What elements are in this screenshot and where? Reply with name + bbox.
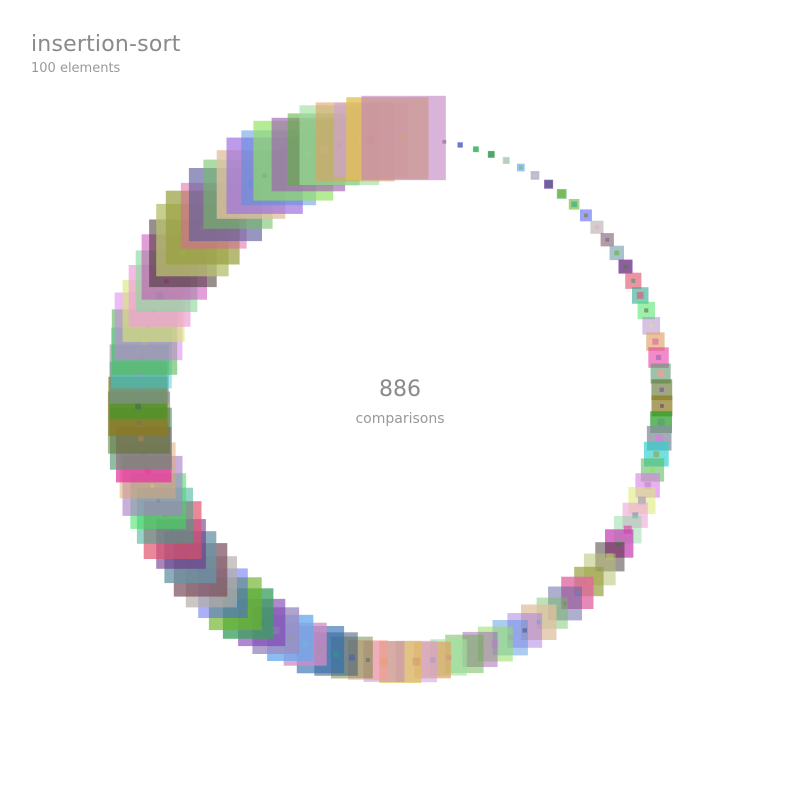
element-marker bbox=[563, 601, 567, 606]
element-marker bbox=[487, 150, 495, 158]
element-marker bbox=[522, 628, 527, 633]
element-marker bbox=[657, 370, 665, 378]
element-marker bbox=[649, 324, 653, 328]
element-marker bbox=[380, 657, 388, 666]
element-marker bbox=[614, 250, 620, 256]
element-marker bbox=[631, 278, 636, 283]
element-marker bbox=[657, 418, 665, 426]
element-marker bbox=[557, 190, 566, 198]
element-marker bbox=[636, 292, 644, 299]
element-marker bbox=[571, 201, 578, 208]
element-marker bbox=[398, 659, 403, 665]
element-marker bbox=[594, 225, 600, 230]
element-count-subtitle: 100 elements bbox=[31, 61, 121, 76]
element-marker bbox=[655, 434, 663, 442]
element-marker bbox=[503, 157, 509, 164]
element-marker bbox=[536, 620, 541, 625]
element-marker bbox=[457, 142, 463, 148]
element-marker bbox=[584, 213, 588, 218]
element-marker bbox=[638, 496, 646, 505]
element-marker bbox=[653, 451, 660, 458]
element-marker bbox=[652, 338, 659, 345]
element-marker bbox=[478, 648, 482, 651]
element-marker bbox=[544, 180, 553, 189]
element-marker bbox=[644, 482, 651, 489]
element-marker bbox=[519, 165, 523, 170]
sort-title: insertion-sort bbox=[31, 32, 181, 57]
element-marker bbox=[605, 237, 610, 242]
element-marker bbox=[365, 658, 370, 662]
element-marker bbox=[616, 540, 623, 547]
element-marker bbox=[655, 354, 662, 361]
element-marker bbox=[660, 404, 664, 408]
element-marker bbox=[632, 512, 639, 519]
element-marker bbox=[659, 387, 664, 392]
comparison-count: 886 bbox=[379, 377, 421, 402]
element-marker bbox=[623, 264, 628, 269]
element-marker bbox=[650, 467, 655, 473]
element-marker bbox=[644, 308, 649, 313]
element-marker bbox=[472, 146, 479, 153]
element-marker bbox=[401, 136, 406, 140]
element-marker bbox=[533, 173, 537, 178]
element-marker bbox=[141, 339, 148, 345]
comparison-count-label: comparisons bbox=[355, 411, 445, 427]
